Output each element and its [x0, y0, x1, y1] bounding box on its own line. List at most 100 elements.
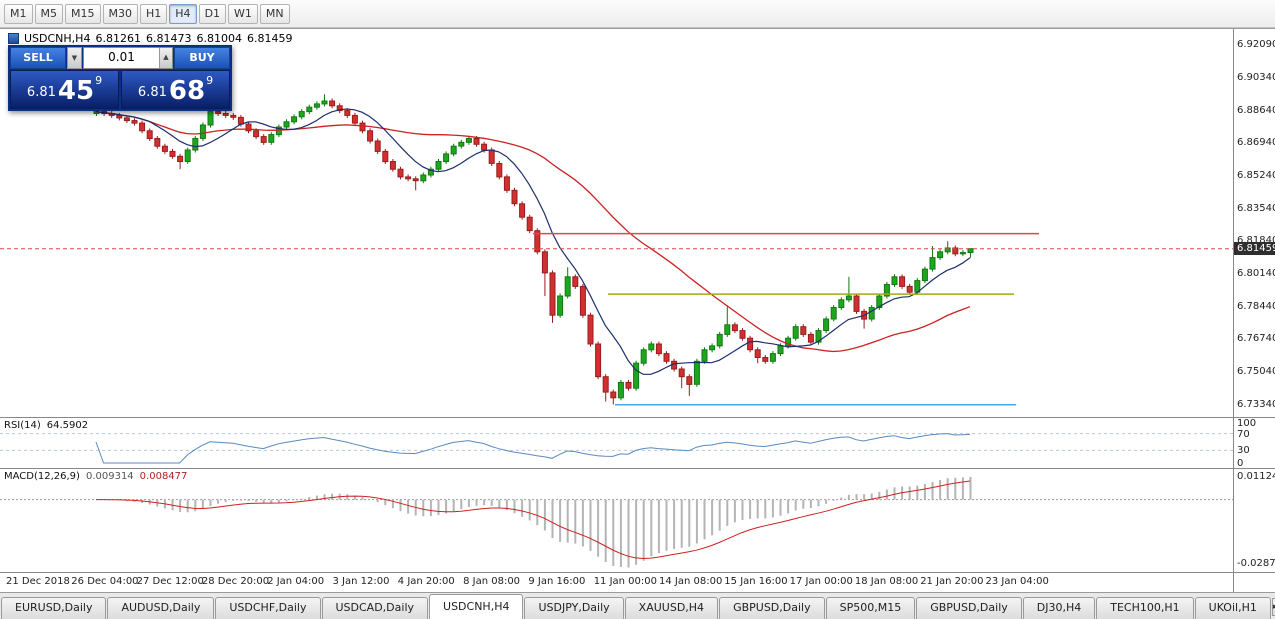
price-axis-tick: 6.75040: [1237, 366, 1275, 378]
chart-tab-audusd-daily[interactable]: AUDUSD,Daily: [107, 597, 215, 619]
candle-body: [587, 314, 594, 345]
timeframe-button-h1[interactable]: H1: [140, 3, 168, 24]
candle-body: [906, 285, 913, 293]
candle-body: [967, 248, 974, 253]
candle-body: [564, 276, 571, 297]
candle-body: [648, 343, 655, 351]
candle-body: [230, 114, 237, 118]
candle-body: [602, 376, 609, 393]
chart-tab-sp500-m15[interactable]: SP500,M15: [825, 597, 916, 619]
candle-body: [154, 138, 161, 147]
candle-body: [952, 247, 959, 255]
candle-body: [838, 299, 845, 308]
timeframe-button-d1[interactable]: D1: [198, 3, 227, 24]
buy-button[interactable]: BUY: [174, 47, 230, 69]
sell-price-prefix: 6.81: [26, 85, 56, 100]
macd-label: MACD(12,26,9) 0.009314 0.008477: [4, 471, 187, 482]
price-axis-tick: 6.78440: [1237, 300, 1275, 312]
candle-body: [389, 161, 396, 170]
candle-body: [329, 100, 336, 107]
chart-tab-usdchf-daily[interactable]: USDCHF,Daily: [215, 597, 321, 619]
candle-body: [488, 149, 495, 164]
candle-body: [944, 247, 951, 253]
trade-options-dropdown-icon[interactable]: ▼: [67, 47, 82, 69]
chart-window-icon: [8, 33, 19, 44]
chart-tab-usdcad-daily[interactable]: USDCAD,Daily: [321, 597, 429, 619]
rsi-label: RSI(14) 64.5902: [4, 420, 88, 431]
price-axis-tick: 6.80140: [1237, 268, 1275, 280]
chart-tab-usdjpy-daily[interactable]: USDJPY,Daily: [524, 597, 624, 619]
time-axis-label: 17 Jan 00:00: [789, 576, 853, 587]
time-axis-label: 26 Dec 04:00: [71, 576, 139, 587]
lot-size-value[interactable]: 0.01: [108, 50, 135, 64]
buy-price-button[interactable]: 6.81 68 9: [121, 70, 230, 109]
time-axis-label: 8 Jan 08:00: [463, 576, 521, 587]
buy-price-prefix: 6.81: [137, 85, 167, 100]
price-axis-tick: 6.92090: [1237, 38, 1275, 50]
chart-tab-eurusd-daily[interactable]: EURUSD,Daily: [1, 597, 107, 619]
candle-body: [595, 343, 602, 378]
sell-price-button[interactable]: 6.81 45 9: [10, 70, 119, 109]
trade-panel-top-row: SELL ▼ 0.01 ▲ BUY: [10, 47, 230, 69]
rsi-value: 64.5902: [46, 420, 89, 431]
sell-button[interactable]: SELL: [10, 47, 66, 69]
candle-body: [625, 381, 632, 389]
candle-body: [830, 307, 837, 320]
rsi-axis-tick: 0: [1237, 458, 1244, 469]
macd-chart-canvas: [0, 477, 1233, 568]
candle-body: [686, 376, 693, 385]
chart-window: USDCNH,H4 6.81261 6.81473 6.81004 6.8145…: [0, 28, 1275, 592]
chart-tab-gbpusd-daily[interactable]: GBPUSD,Daily: [916, 597, 1022, 619]
time-axis-label: 4 Jan 20:00: [397, 576, 455, 587]
candle-body: [845, 295, 852, 301]
candle-body: [534, 230, 541, 253]
candle-body: [519, 203, 526, 218]
buy-price-pip-digit: 9: [206, 74, 214, 87]
timeframe-toolbar: M1 M5 M15 M30 H1 H4 D1 W1 MN: [0, 0, 1275, 28]
chart-tab-gbpusd-daily[interactable]: GBPUSD,Daily: [719, 597, 825, 619]
macd-main-value: 0.009314: [85, 471, 134, 482]
timeframe-button-mn[interactable]: MN: [259, 3, 290, 24]
chart-tab-xauusd-h4[interactable]: XAUUSD,H4: [624, 597, 719, 619]
candle-body: [161, 145, 168, 152]
chart-tab-tech100-h1[interactable]: TECH100,H1: [1096, 597, 1194, 619]
macd-name: MACD(12,26,9): [4, 471, 80, 482]
tab-scroll-right-icon[interactable]: ▸: [1271, 598, 1275, 616]
chart-tab-usdcnh-h4[interactable]: USDCNH,H4: [429, 594, 524, 619]
price-pane[interactable]: USDCNH,H4 6.81261 6.81473 6.81004 6.8145…: [0, 29, 1233, 417]
lot-size-field[interactable]: 0.01 ▲: [83, 47, 173, 69]
price-chart-canvas[interactable]: [0, 29, 1233, 417]
rsi-axis-tick: 30: [1237, 445, 1250, 457]
rsi-indicator-pane[interactable]: RSI(14) 64.5902: [0, 417, 1233, 468]
timeframe-button-m15[interactable]: M15: [65, 3, 101, 24]
lot-spinner-up-icon[interactable]: ▲: [159, 48, 172, 68]
chart-tab-dj30-h4[interactable]: DJ30,H4: [1022, 597, 1096, 619]
candle-body: [192, 138, 199, 151]
time-axis-label: 28 Dec 20:00: [201, 576, 270, 587]
candle-body: [937, 251, 944, 259]
candle-body: [139, 122, 146, 132]
candle-body: [275, 126, 282, 136]
rsi-name: RSI(14): [4, 420, 41, 431]
candle-body: [800, 326, 807, 335]
sell-price-pip-digit: 9: [95, 74, 103, 87]
price-scale-axis: 6.92090 6.90340 6.88640 6.86940 6.85240 6.835…: [1233, 29, 1275, 592]
timeframe-button-m1[interactable]: M1: [4, 3, 33, 24]
candle-body: [823, 318, 830, 331]
timeframe-button-w1[interactable]: W1: [228, 3, 258, 24]
candle-body: [253, 130, 260, 138]
candle-body: [731, 324, 738, 332]
candle-body: [785, 337, 792, 347]
candle-body: [617, 381, 624, 399]
candle-body: [298, 111, 305, 118]
time-axis-label: 3 Jan 12:00: [332, 576, 390, 587]
candle-body: [853, 295, 860, 312]
macd-indicator-pane[interactable]: MACD(12,26,9) 0.009314 0.008477: [0, 468, 1233, 572]
timeframe-button-m30[interactable]: M30: [102, 3, 138, 24]
timeframe-button-h4[interactable]: H4: [169, 3, 197, 24]
chart-tab-ukoil-h1[interactable]: UKOil,H1: [1194, 597, 1271, 619]
macd-signal-line: [96, 480, 971, 560]
candle-body: [610, 391, 617, 399]
timeframe-button-m5[interactable]: M5: [34, 3, 63, 24]
